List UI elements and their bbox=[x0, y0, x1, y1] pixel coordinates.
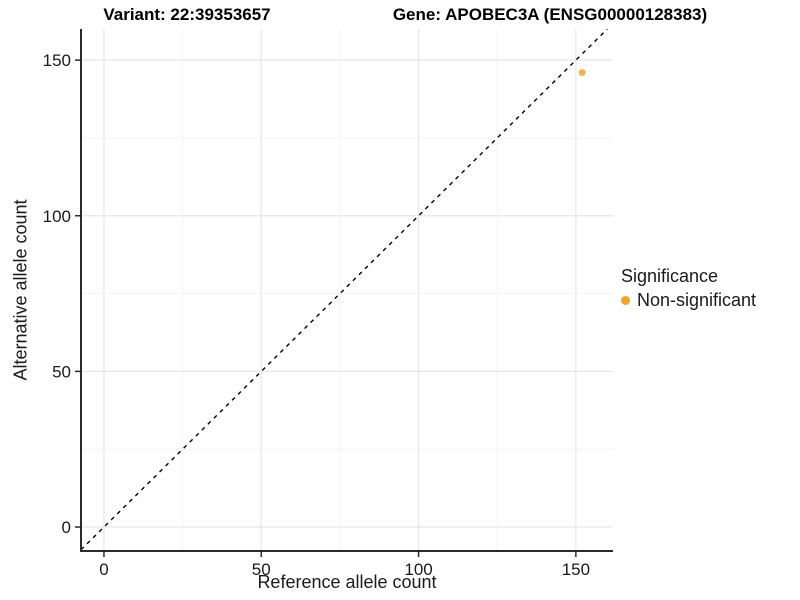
gene-title: Gene: APOBEC3A (ENSG00000128383) bbox=[392, 5, 708, 24]
legend-item-label: Non-significant bbox=[637, 290, 757, 310]
svg-text:0: 0 bbox=[62, 518, 71, 537]
y-axis-title: Alternative allele count bbox=[10, 199, 31, 381]
svg-text:100: 100 bbox=[404, 560, 432, 579]
legend-title: Significance bbox=[621, 266, 719, 286]
svg-text:150: 150 bbox=[562, 560, 590, 579]
legend-item-non-significant: Non-significant bbox=[621, 290, 756, 311]
legend: Significance Non-significant bbox=[621, 266, 756, 311]
svg-text:50: 50 bbox=[252, 560, 271, 579]
variant-title: Variant: 22:39353657 bbox=[103, 5, 271, 24]
svg-text:150: 150 bbox=[43, 51, 71, 70]
svg-text:0: 0 bbox=[99, 560, 108, 579]
svg-text:100: 100 bbox=[43, 207, 71, 226]
legend-orange-dot-icon bbox=[621, 296, 630, 305]
svg-text:50: 50 bbox=[52, 362, 71, 381]
x-axis-title: Reference allele count bbox=[257, 572, 437, 592]
